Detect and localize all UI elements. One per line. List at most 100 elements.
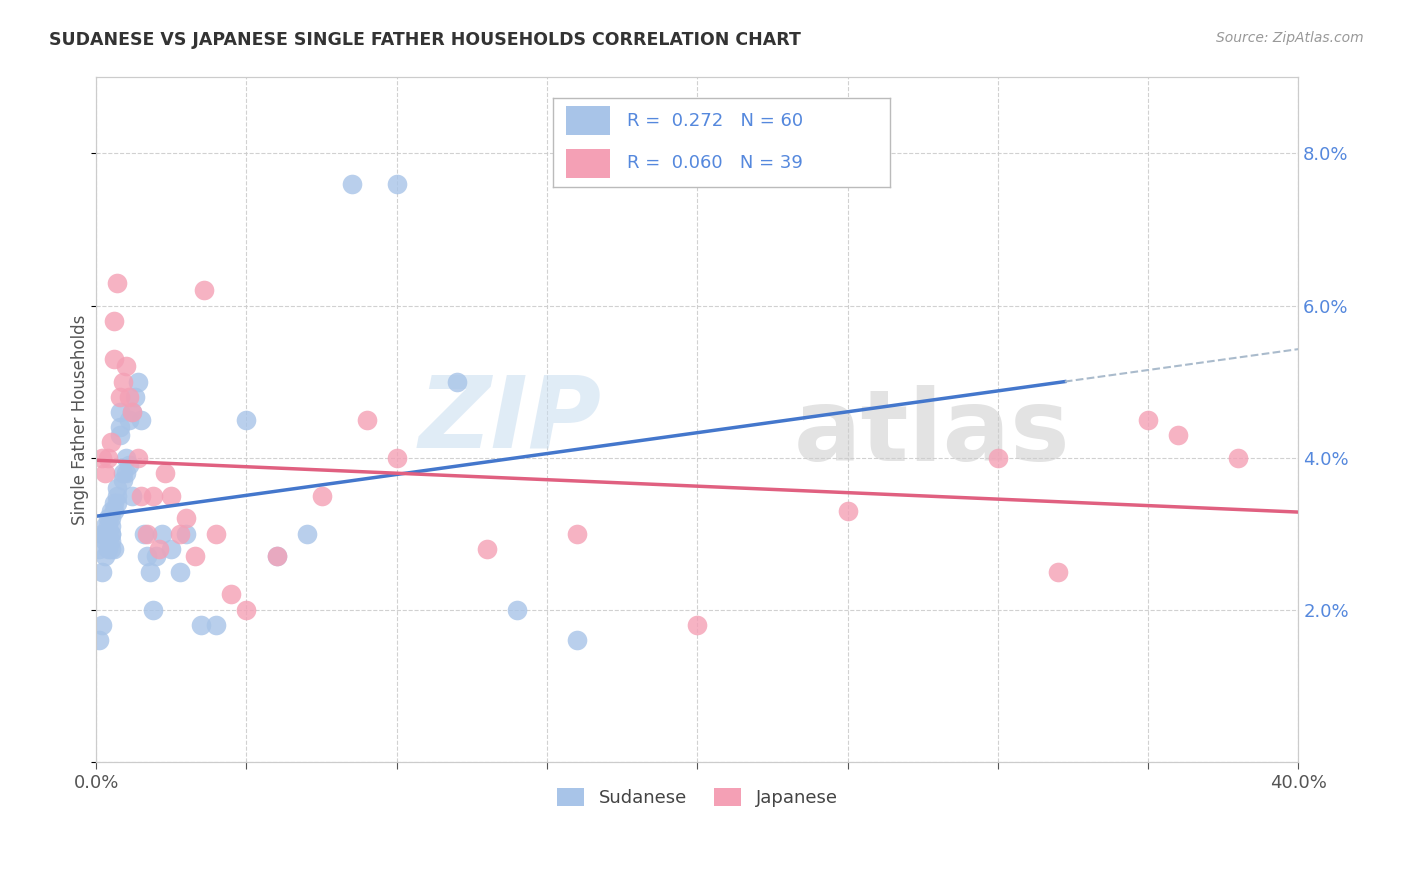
Point	[110, 390, 132, 404]
Point	[266, 549, 288, 564]
Text: SUDANESE VS JAPANESE SINGLE FATHER HOUSEHOLDS CORRELATION CHART: SUDANESE VS JAPANESE SINGLE FATHER HOUSE…	[49, 31, 801, 49]
Point	[100, 526, 122, 541]
Point	[110, 427, 132, 442]
Point	[112, 474, 135, 488]
Point	[121, 405, 143, 419]
Point	[91, 565, 114, 579]
Point	[150, 526, 173, 541]
Point	[356, 412, 378, 426]
Text: Source: ZipAtlas.com: Source: ZipAtlas.com	[1216, 31, 1364, 45]
Point	[184, 549, 207, 564]
Point	[160, 489, 183, 503]
Point	[100, 435, 122, 450]
Point	[115, 450, 138, 465]
Point	[118, 412, 141, 426]
Point	[94, 534, 117, 549]
Y-axis label: Single Father Households: Single Father Households	[72, 314, 89, 524]
Point	[340, 177, 363, 191]
Point	[136, 526, 159, 541]
Point	[97, 511, 120, 525]
Point	[565, 633, 588, 648]
Point	[129, 489, 152, 503]
Point	[121, 405, 143, 419]
Legend: Sudanese, Japanese: Sudanese, Japanese	[550, 780, 845, 814]
Point	[1167, 427, 1189, 442]
Point	[97, 526, 120, 541]
Point	[295, 526, 318, 541]
Point	[94, 526, 117, 541]
Point	[110, 420, 132, 434]
Point	[565, 526, 588, 541]
Point	[103, 351, 125, 366]
Point	[142, 489, 165, 503]
Point	[112, 375, 135, 389]
Point	[94, 466, 117, 480]
Point	[103, 541, 125, 556]
Point	[97, 519, 120, 533]
Point	[311, 489, 333, 503]
Point	[89, 541, 111, 556]
Point	[112, 466, 135, 480]
Point	[193, 283, 215, 297]
Text: ZIP: ZIP	[418, 371, 602, 468]
Point	[103, 314, 125, 328]
Point	[103, 496, 125, 510]
Point	[145, 549, 167, 564]
Point	[100, 534, 122, 549]
Point	[221, 587, 243, 601]
Point	[124, 390, 146, 404]
Point	[115, 359, 138, 374]
Point	[100, 511, 122, 525]
Point	[100, 526, 122, 541]
Point	[1046, 565, 1069, 579]
Point	[385, 450, 408, 465]
Point	[110, 405, 132, 419]
Point	[136, 549, 159, 564]
Point	[205, 526, 228, 541]
Point	[142, 603, 165, 617]
Point	[987, 450, 1010, 465]
Point	[97, 450, 120, 465]
Point	[139, 565, 162, 579]
Point	[176, 526, 198, 541]
Point	[127, 450, 149, 465]
Point	[235, 412, 257, 426]
Point	[103, 504, 125, 518]
Point	[129, 412, 152, 426]
Point	[160, 541, 183, 556]
Point	[190, 618, 212, 632]
Point	[385, 177, 408, 191]
Point	[121, 489, 143, 503]
Point	[506, 603, 529, 617]
Point	[118, 390, 141, 404]
Point	[105, 481, 128, 495]
Point	[266, 549, 288, 564]
Point	[91, 450, 114, 465]
Point	[148, 541, 170, 556]
Point	[686, 618, 709, 632]
Point	[115, 466, 138, 480]
Point	[205, 618, 228, 632]
Point	[446, 375, 468, 389]
Point	[1137, 412, 1160, 426]
Point	[94, 549, 117, 564]
Point	[89, 633, 111, 648]
Point	[118, 458, 141, 473]
Point	[127, 375, 149, 389]
Point	[91, 526, 114, 541]
Point	[94, 519, 117, 533]
Point	[176, 511, 198, 525]
Point	[1227, 450, 1250, 465]
Point	[134, 526, 156, 541]
Point	[97, 541, 120, 556]
Point	[91, 618, 114, 632]
Point	[100, 519, 122, 533]
Point	[100, 541, 122, 556]
Text: atlas: atlas	[793, 384, 1070, 482]
Point	[105, 489, 128, 503]
Point	[100, 504, 122, 518]
Point	[155, 466, 177, 480]
Point	[169, 565, 191, 579]
Point	[94, 526, 117, 541]
Point	[105, 276, 128, 290]
